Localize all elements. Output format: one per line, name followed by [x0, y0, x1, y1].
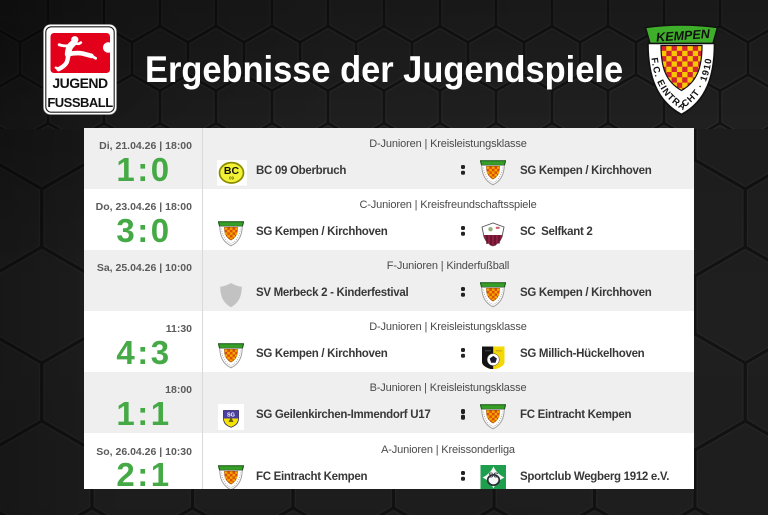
svg-text:KEMPEN: KEMPEN	[656, 27, 712, 45]
svg-text:FUSSBALL: FUSSBALL	[47, 95, 113, 110]
svg-text:JUGEND: JUGEND	[52, 75, 108, 91]
